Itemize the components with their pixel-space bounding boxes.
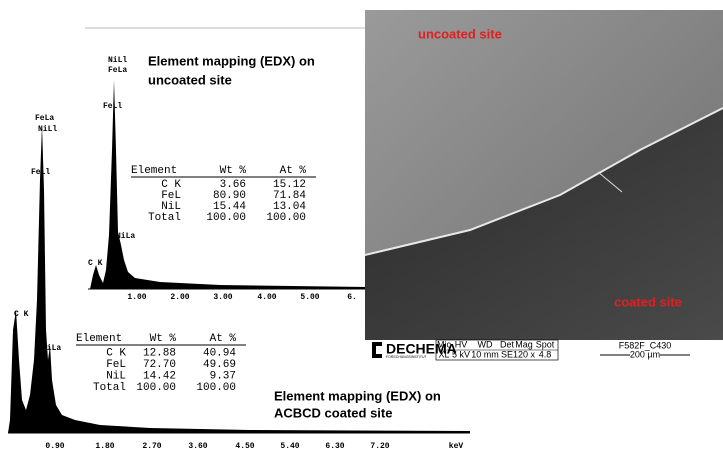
table-header: Wt % (150, 333, 177, 345)
info-value: 5 kV (452, 349, 470, 359)
table-cell: 12.88 (143, 347, 176, 359)
info-header: Spot (536, 339, 555, 349)
table-cell: 49.69 (203, 359, 236, 371)
info-header: WD (478, 339, 493, 349)
caption: Element mapping (EDX) on (274, 388, 441, 403)
x-tick-label: 1.80 (95, 442, 114, 450)
info-header: HV (455, 339, 468, 349)
table-header: At % (210, 333, 237, 345)
table-cell: Total (93, 382, 126, 394)
logo-sub: FORSCHUNGSINSTITUT (386, 355, 428, 359)
peak-label: NiLa (116, 232, 135, 241)
table-cell: 100.00 (206, 212, 246, 224)
table-cell: FeL (106, 359, 126, 371)
peak-label: FeLl (31, 168, 50, 177)
x-tick-label: 2.70 (142, 442, 161, 450)
x-tick-label: 1.00 (127, 293, 146, 302)
table-cell: 72.70 (143, 359, 176, 371)
table-cell: 14.42 (143, 370, 176, 382)
table-cell: 100.00 (196, 382, 236, 394)
info-header: Mag (515, 339, 533, 349)
caption: Element mapping (EDX) on (148, 53, 315, 68)
x-tick-label: 3.00 (213, 293, 232, 302)
peak-label: C K (14, 310, 29, 319)
x-tick-label: 7.20 (370, 442, 389, 450)
peak-label: NiLl (38, 125, 57, 134)
x-tick-label: 6. (347, 293, 357, 302)
x-tick-label: 6.30 (325, 442, 344, 450)
figure: FeLaNiLlFeLlC KNiLa0.901.802.703.604.505… (0, 0, 723, 450)
table-cell: 9.37 (210, 370, 236, 382)
x-unit: keV (449, 442, 464, 450)
peak-label: NiLa (42, 344, 61, 353)
x-tick-label: 5.40 (280, 442, 299, 450)
info-value: 120 x (513, 349, 536, 359)
info-value: SE (501, 349, 513, 359)
table-cell: 40.94 (203, 347, 236, 359)
info-header: Mic (437, 339, 451, 349)
peak-label: FeLa (108, 66, 127, 75)
image-label: coated site (614, 294, 682, 309)
peak-label: NiLl (108, 56, 127, 65)
peak-label: C K (88, 259, 103, 268)
table-cell: Total (148, 212, 181, 224)
x-tick-label: 4.50 (235, 442, 254, 450)
table-cell: 100.00 (266, 212, 306, 224)
figure-canvas: FeLaNiLlFeLlC KNiLa0.901.802.703.604.505… (0, 0, 723, 450)
x-tick-label: 4.00 (257, 293, 276, 302)
caption: ACBCD coated site (274, 405, 392, 420)
scale-bar-label: 200 µm (630, 349, 660, 359)
table-cell: C K (106, 347, 126, 359)
peak-label: FeLa (35, 114, 54, 123)
info-header: Det (500, 339, 515, 349)
table-cell: 100.00 (136, 382, 176, 394)
caption: uncoated site (148, 72, 232, 87)
table-header: Wt % (220, 165, 247, 177)
table-header: Element (76, 333, 122, 345)
info-value: 10 mm (471, 349, 499, 359)
table-cell: NiL (106, 370, 126, 382)
table-header: Element (131, 165, 177, 177)
image-label: uncoated site (418, 26, 502, 41)
x-tick-label: 2.00 (170, 293, 189, 302)
info-value: XL (438, 349, 449, 359)
x-tick-label: 5.00 (300, 293, 319, 302)
x-tick-label: 0.90 (45, 442, 64, 450)
x-tick-label: 3.60 (188, 442, 207, 450)
table-header: At % (280, 165, 307, 177)
info-value: 4.8 (539, 349, 552, 359)
peak-label: FeLl (103, 102, 122, 111)
